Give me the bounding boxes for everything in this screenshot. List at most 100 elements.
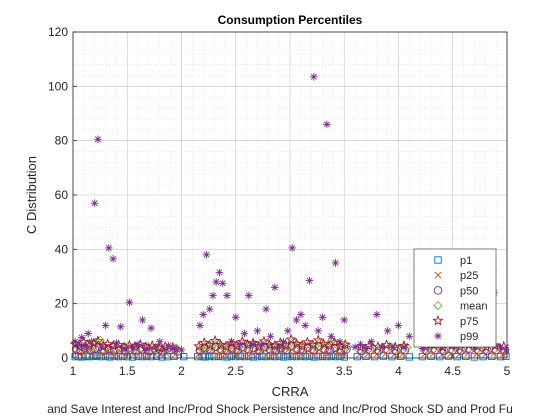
data-point-p99	[383, 327, 392, 335]
legend-marker-p25	[434, 271, 442, 279]
data-point-p99	[275, 343, 283, 351]
data-point-mean	[294, 340, 304, 351]
data-point-p1	[418, 352, 427, 361]
data-point-p50	[173, 346, 183, 356]
data-point-p1	[110, 352, 118, 360]
legend-label-p1: p1	[460, 255, 472, 267]
data-point-p1	[470, 353, 479, 361]
data-point-p99	[209, 291, 217, 300]
data-point-mean	[321, 341, 331, 351]
data-point-p1	[223, 353, 231, 361]
data-point-p75	[280, 339, 292, 351]
data-point-p25	[130, 350, 138, 358]
data-point-mean	[283, 342, 293, 352]
data-point-p99	[292, 316, 301, 324]
data-point-p99	[87, 337, 96, 346]
data-point-p75	[97, 340, 109, 352]
data-point-p75	[328, 336, 341, 348]
legend-marker-p99	[434, 332, 442, 340]
data-point-p25	[324, 350, 332, 358]
data-point-p25	[399, 350, 407, 358]
data-point-p99	[196, 321, 204, 330]
data-point-p99	[177, 346, 186, 354]
data-point-p1	[210, 352, 218, 361]
data-point-p1	[266, 352, 275, 360]
legend: p1 p25 p50 mean p75 p99	[413, 248, 497, 348]
data-point-p25	[297, 350, 305, 358]
data-point-p25	[381, 350, 389, 358]
data-point-p1	[134, 352, 142, 361]
data-point-p99	[249, 340, 257, 349]
legend-label-mean: mean	[460, 301, 488, 313]
data-point-p99	[253, 327, 262, 335]
data-point-p1	[147, 352, 155, 361]
data-point-p75	[73, 340, 86, 352]
data-point-p25	[270, 350, 278, 358]
legend-label-p25: p25	[460, 270, 478, 282]
data-point-p99	[77, 333, 86, 342]
data-point-p99	[240, 329, 249, 338]
y-tick-label: 100	[48, 79, 68, 93]
data-point-p99	[327, 332, 336, 341]
data-point-p99	[496, 343, 505, 351]
data-point-p99	[310, 73, 318, 81]
data-point-p99	[169, 344, 177, 353]
y-tick-label: 40	[55, 242, 69, 256]
data-point-p50	[298, 345, 308, 355]
data-point-p99	[318, 313, 327, 322]
data-point-p99	[323, 120, 331, 129]
data-point-p1	[297, 352, 305, 360]
data-point-p1	[292, 352, 301, 361]
data-point-p75	[290, 337, 303, 349]
data-point-p99	[160, 346, 168, 354]
data-point-p1	[327, 352, 335, 360]
data-point-p75	[312, 334, 324, 346]
data-point-p1	[362, 352, 370, 361]
data-point-p99	[418, 344, 427, 353]
data-point-p99	[109, 255, 117, 263]
data-point-p99	[116, 322, 125, 331]
data-point-p99	[81, 342, 89, 351]
data-point-p99	[74, 340, 83, 349]
data-point-p50	[320, 344, 329, 354]
x-tick-label: 5	[504, 364, 511, 378]
data-point-p99	[84, 329, 92, 338]
y-tick-label: 60	[55, 188, 69, 202]
data-point-p99	[129, 343, 138, 351]
data-point-p99	[218, 279, 227, 288]
data-point-p99	[297, 310, 305, 319]
data-point-p75	[214, 339, 227, 350]
data-point-p1	[379, 352, 387, 360]
y-axis-label: C Distribution	[24, 156, 39, 234]
data-point-p99	[101, 321, 110, 330]
data-point-p99	[502, 346, 510, 354]
data-point-p99	[142, 344, 151, 353]
x-tick-label: 3	[287, 364, 294, 378]
data-point-p99	[212, 278, 221, 286]
data-point-p75	[92, 335, 104, 346]
data-point-p1	[253, 352, 262, 361]
data-point-p99	[266, 332, 275, 341]
data-point-p50	[86, 345, 95, 355]
data-point-p1	[427, 352, 435, 361]
data-point-mean	[337, 343, 347, 353]
data-point-p75	[263, 339, 275, 350]
data-point-p75	[198, 336, 210, 348]
data-point-p50	[244, 345, 254, 354]
data-point-p99	[71, 337, 79, 346]
data-point-p99	[271, 283, 279, 292]
data-point-mean	[207, 342, 217, 352]
data-point-p99	[97, 343, 106, 351]
data-point-p99	[336, 337, 344, 346]
data-point-p99	[262, 305, 270, 313]
data-point-p1	[158, 353, 166, 361]
data-point-p99	[90, 199, 99, 207]
figure-caption: and Save Interest and Inc/Prod Shock Per…	[47, 402, 513, 416]
data-point-p25	[429, 350, 437, 358]
data-point-p99	[94, 135, 102, 144]
data-point-p99	[125, 298, 134, 307]
data-point-p99	[367, 337, 376, 346]
data-point-p75	[236, 335, 248, 347]
